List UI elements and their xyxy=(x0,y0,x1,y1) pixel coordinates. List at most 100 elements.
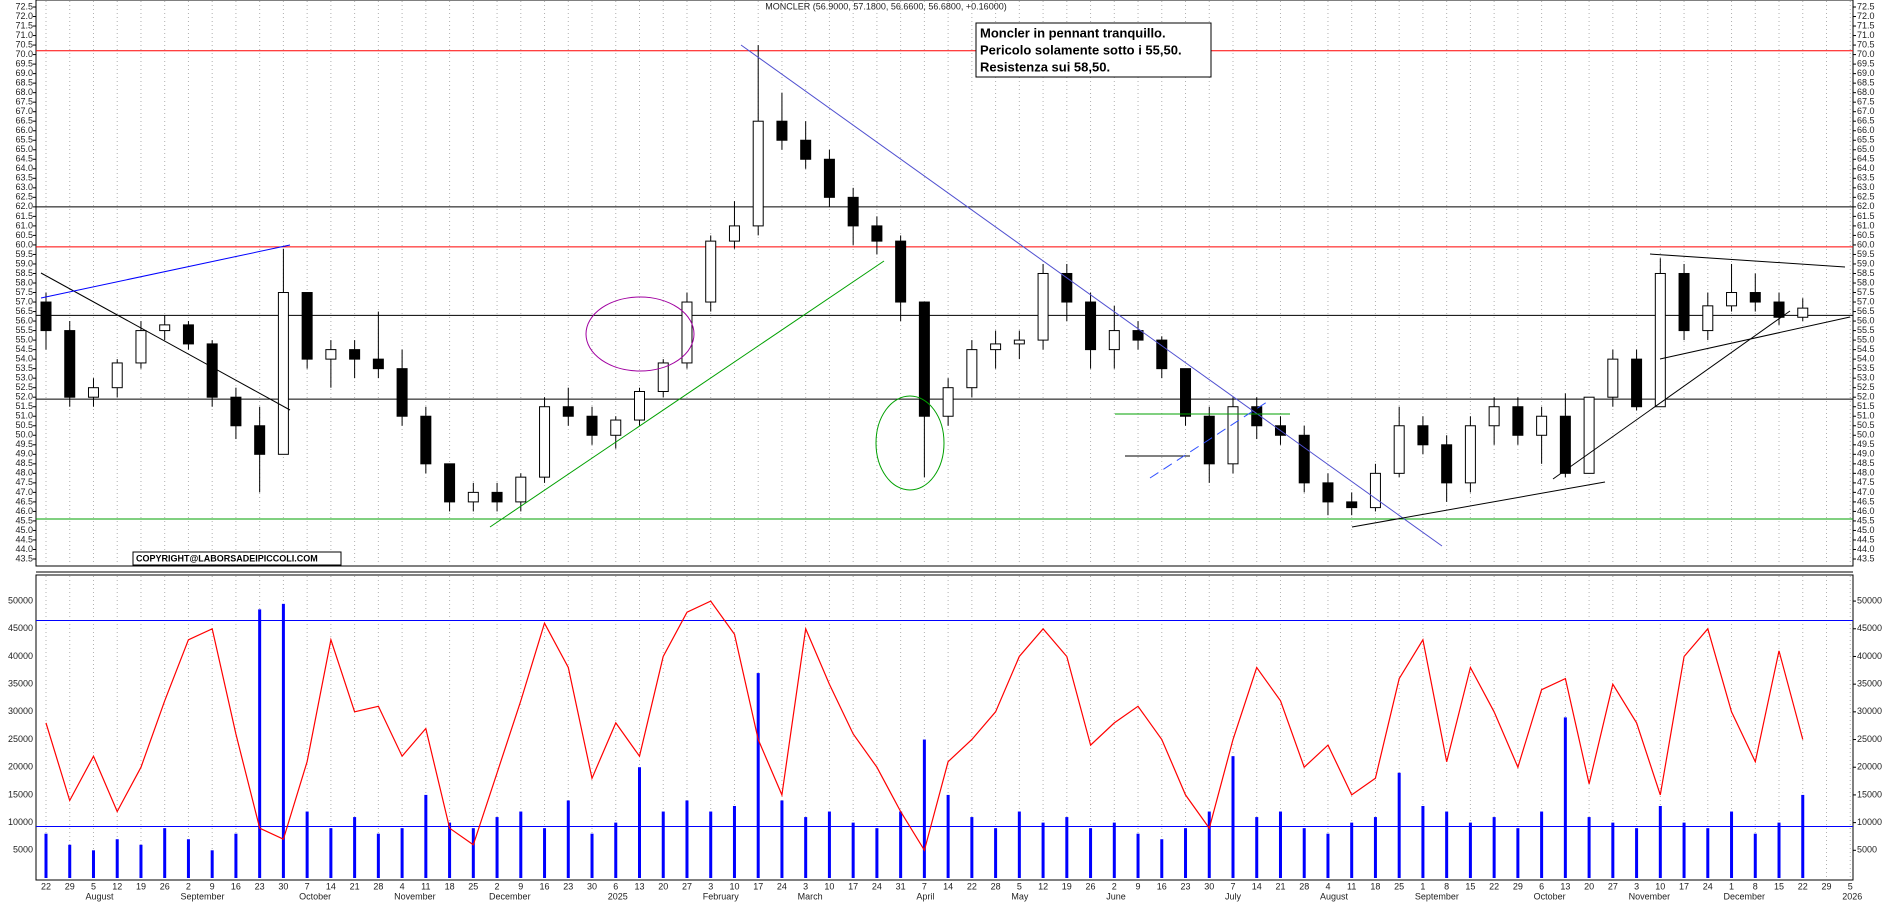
x-tick-label: 17 xyxy=(1679,881,1689,891)
y-tick-label: 47.5 xyxy=(1857,477,1875,487)
candle-body xyxy=(847,196,859,227)
volume-bar xyxy=(163,828,167,878)
volume-panel xyxy=(35,574,1854,881)
y-tick-label: 55.0 xyxy=(15,334,33,344)
candle-body xyxy=(349,349,361,360)
x-tick-label: 20 xyxy=(658,881,668,891)
month-label: March xyxy=(798,891,823,901)
y2-tick-label: 25000 xyxy=(1857,734,1882,744)
x-tick-label: 25 xyxy=(1394,881,1404,891)
volume-bar xyxy=(115,839,119,878)
x-tick-label: 11 xyxy=(421,881,430,891)
y-tick-label: 50.0 xyxy=(15,430,33,440)
x-tick-label: 20 xyxy=(1584,881,1594,891)
y-tick-label: 52.0 xyxy=(15,392,33,402)
candle-body xyxy=(823,158,835,198)
y-tick-label: 57.5 xyxy=(15,287,33,297)
volume-bar xyxy=(732,806,736,878)
volume-bar xyxy=(281,603,285,878)
y2-tick-label: 20000 xyxy=(8,762,33,772)
candle-body xyxy=(1631,358,1643,408)
candle-body xyxy=(111,362,123,389)
y2-tick-label: 15000 xyxy=(1857,789,1882,799)
y2-tick-label: 30000 xyxy=(1857,706,1882,716)
volume-bar xyxy=(1278,811,1282,878)
volume-bar xyxy=(1730,811,1734,878)
volume-bar xyxy=(1397,772,1401,878)
y-tick-label: 51.0 xyxy=(15,411,33,421)
annotation: Moncler in pennant tranquillo. xyxy=(980,25,1166,40)
y-tick-label: 66.0 xyxy=(1857,125,1875,135)
y-tick-label: 62.5 xyxy=(15,192,33,202)
y-tick-label: 68.5 xyxy=(15,78,33,88)
levels xyxy=(36,50,1853,827)
y-tick-label: 55.0 xyxy=(1857,334,1875,344)
x-tick-label: 28 xyxy=(1299,881,1309,891)
month-label: December xyxy=(489,891,531,901)
candle-body xyxy=(325,349,337,360)
candle-body xyxy=(87,387,99,398)
annotation-box xyxy=(975,22,1212,78)
y-tick-label: 59.5 xyxy=(1857,249,1875,259)
x-tick-label: 1 xyxy=(1420,881,1425,891)
trendline xyxy=(740,44,1443,547)
y-tick-label: 50.5 xyxy=(15,420,33,430)
y-tick-label: 45.5 xyxy=(15,515,33,525)
volume-bar xyxy=(519,811,523,878)
y-tick-label: 54.5 xyxy=(15,344,33,354)
x-tick-label: 3 xyxy=(1634,881,1639,891)
y-tick-label: 69.5 xyxy=(15,58,33,68)
candle-body xyxy=(1013,339,1025,345)
grid xyxy=(45,1,1851,879)
x-tick-label: 23 xyxy=(1181,881,1191,891)
volume-bar xyxy=(1421,806,1425,878)
month-label: June xyxy=(1106,891,1126,901)
candle-body xyxy=(1132,330,1144,341)
trendline xyxy=(40,244,291,299)
candle-body xyxy=(1417,425,1429,446)
oscillator-line xyxy=(45,600,1804,852)
x-tick-label: 23 xyxy=(255,881,265,891)
volume-bar xyxy=(1089,828,1093,878)
marks xyxy=(40,45,1809,878)
volume-bar xyxy=(899,811,903,878)
y-tick-label: 52.5 xyxy=(15,382,33,392)
candle-body xyxy=(990,343,1002,351)
y-tick-label: 62.5 xyxy=(1857,192,1875,202)
candle-body xyxy=(562,406,574,417)
volume-bar xyxy=(376,833,380,878)
y-tick-label: 53.0 xyxy=(15,373,33,383)
y-tick-label: 71.5 xyxy=(1857,20,1875,30)
x-tick-label: 7 xyxy=(922,881,927,891)
x-tick-label: 2 xyxy=(495,881,500,891)
volume-bar xyxy=(1350,822,1354,878)
volume-bar xyxy=(994,828,998,878)
y2-tick-label: 10000 xyxy=(8,817,33,827)
volume-bar xyxy=(946,794,950,878)
volume-bar xyxy=(234,833,238,878)
y-tick-label: 70.5 xyxy=(15,39,33,49)
candle-body xyxy=(420,415,432,465)
y-tick-label: 46.0 xyxy=(15,506,33,516)
x-tick-label: 16 xyxy=(1157,881,1167,891)
candle-body xyxy=(1749,292,1761,303)
candle-body xyxy=(301,292,313,360)
x-tick-label: 30 xyxy=(587,881,597,891)
month-label: November xyxy=(394,891,436,901)
candle-body xyxy=(1702,305,1714,332)
y-tick-label: 56.5 xyxy=(1857,306,1875,316)
month-label: October xyxy=(1534,891,1566,901)
x-tick-label: 14 xyxy=(1252,881,1262,891)
volume-bar xyxy=(1207,811,1211,878)
y-tick-label: 68.5 xyxy=(1857,78,1875,88)
volume-bar xyxy=(1492,817,1496,878)
volume-bar xyxy=(305,811,309,878)
y2-tick-label: 35000 xyxy=(1857,679,1882,689)
y-tick-label: 63.5 xyxy=(15,173,33,183)
y2-tick-label: 45000 xyxy=(1857,623,1882,633)
volume-bar xyxy=(91,850,95,878)
candle-body xyxy=(40,301,52,332)
volume-bar xyxy=(566,800,570,878)
volume-bar xyxy=(1587,817,1591,878)
